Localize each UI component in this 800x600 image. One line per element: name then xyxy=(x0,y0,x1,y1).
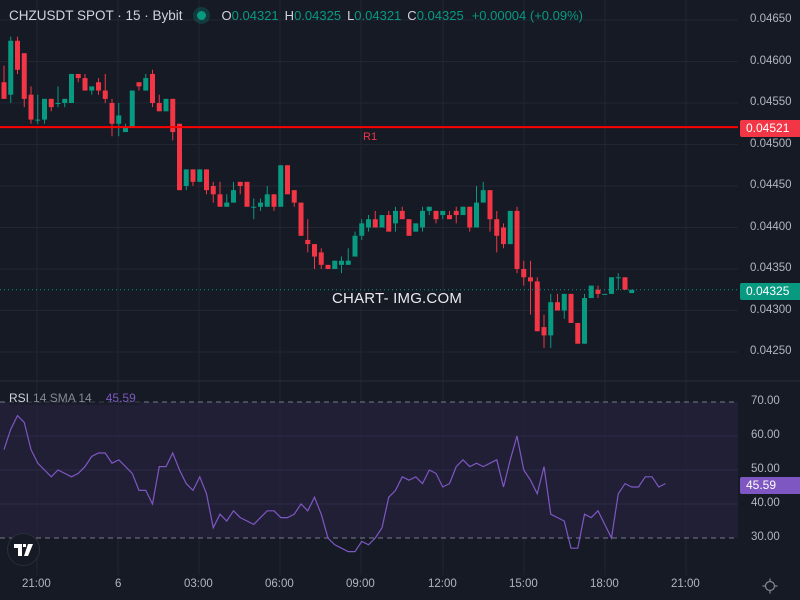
rsi-legend[interactable]: RSI 14 SMA 14 45.59 xyxy=(9,391,140,405)
rsi-tick: 30.00 xyxy=(751,531,780,543)
resistance-price-label: 0.04521 xyxy=(740,120,800,137)
settings-gear-icon[interactable] xyxy=(762,578,778,594)
low-label: L xyxy=(347,8,355,23)
rsi-tick: 40.00 xyxy=(751,497,780,509)
open-value: 0.04321 xyxy=(231,8,279,23)
price-tick: 0.04250 xyxy=(750,345,792,357)
rsi-tick: 50.00 xyxy=(751,463,780,475)
market-status-icon xyxy=(196,11,206,20)
tradingview-logo-icon[interactable] xyxy=(7,533,40,566)
high-label: H xyxy=(284,8,295,23)
price-tick: 0.04650 xyxy=(750,13,792,25)
price-tick: 0.04450 xyxy=(750,179,792,191)
time-tick: 21:00 xyxy=(22,578,51,590)
time-tick: 6 xyxy=(115,578,122,590)
high-value: 0.04325 xyxy=(294,8,342,23)
open-label: O xyxy=(221,8,232,23)
time-tick: 21:00 xyxy=(671,578,700,590)
symbol-title[interactable]: CHZUSDT SPOT · 15 · Bybit xyxy=(9,8,183,23)
rsi-name: RSI xyxy=(9,391,30,405)
time-tick: 15:00 xyxy=(509,578,538,590)
time-tick: 18:00 xyxy=(590,578,619,590)
price-tick: 0.04600 xyxy=(750,54,792,67)
rsi-params: 14 SMA 14 xyxy=(33,391,92,405)
time-tick: 03:00 xyxy=(184,578,213,590)
close-value: 0.04325 xyxy=(416,8,464,23)
rsi-value: 45.59 xyxy=(105,391,136,405)
close-label: C xyxy=(407,8,417,23)
last-price-label: 0.04325 xyxy=(740,283,800,300)
low-value: 0.04321 xyxy=(354,8,402,23)
price-tick: 0.04550 xyxy=(750,96,792,108)
resistance-label: R1 xyxy=(363,131,378,143)
rsi-tick: 70.00 xyxy=(751,395,780,407)
price-tick: 0.04400 xyxy=(750,220,792,233)
rsi-tick: 60.00 xyxy=(751,429,780,441)
time-tick: 09:00 xyxy=(346,578,375,590)
change-value: +0.00004 (+0.09%) xyxy=(471,8,583,23)
watermark: CHART- IMG.COM xyxy=(332,290,463,307)
symbol-legend: CHZUSDT SPOT · 15 · Bybit O 0.04321 H 0.04… xyxy=(9,8,583,23)
rsi-value-label: 45.59 xyxy=(740,477,800,494)
price-tick: 0.04350 xyxy=(750,262,792,274)
time-tick: 06:00 xyxy=(265,578,294,590)
price-tick: 0.04300 xyxy=(750,303,792,316)
price-tick: 0.04500 xyxy=(750,137,792,150)
time-tick: 12:00 xyxy=(428,578,457,590)
